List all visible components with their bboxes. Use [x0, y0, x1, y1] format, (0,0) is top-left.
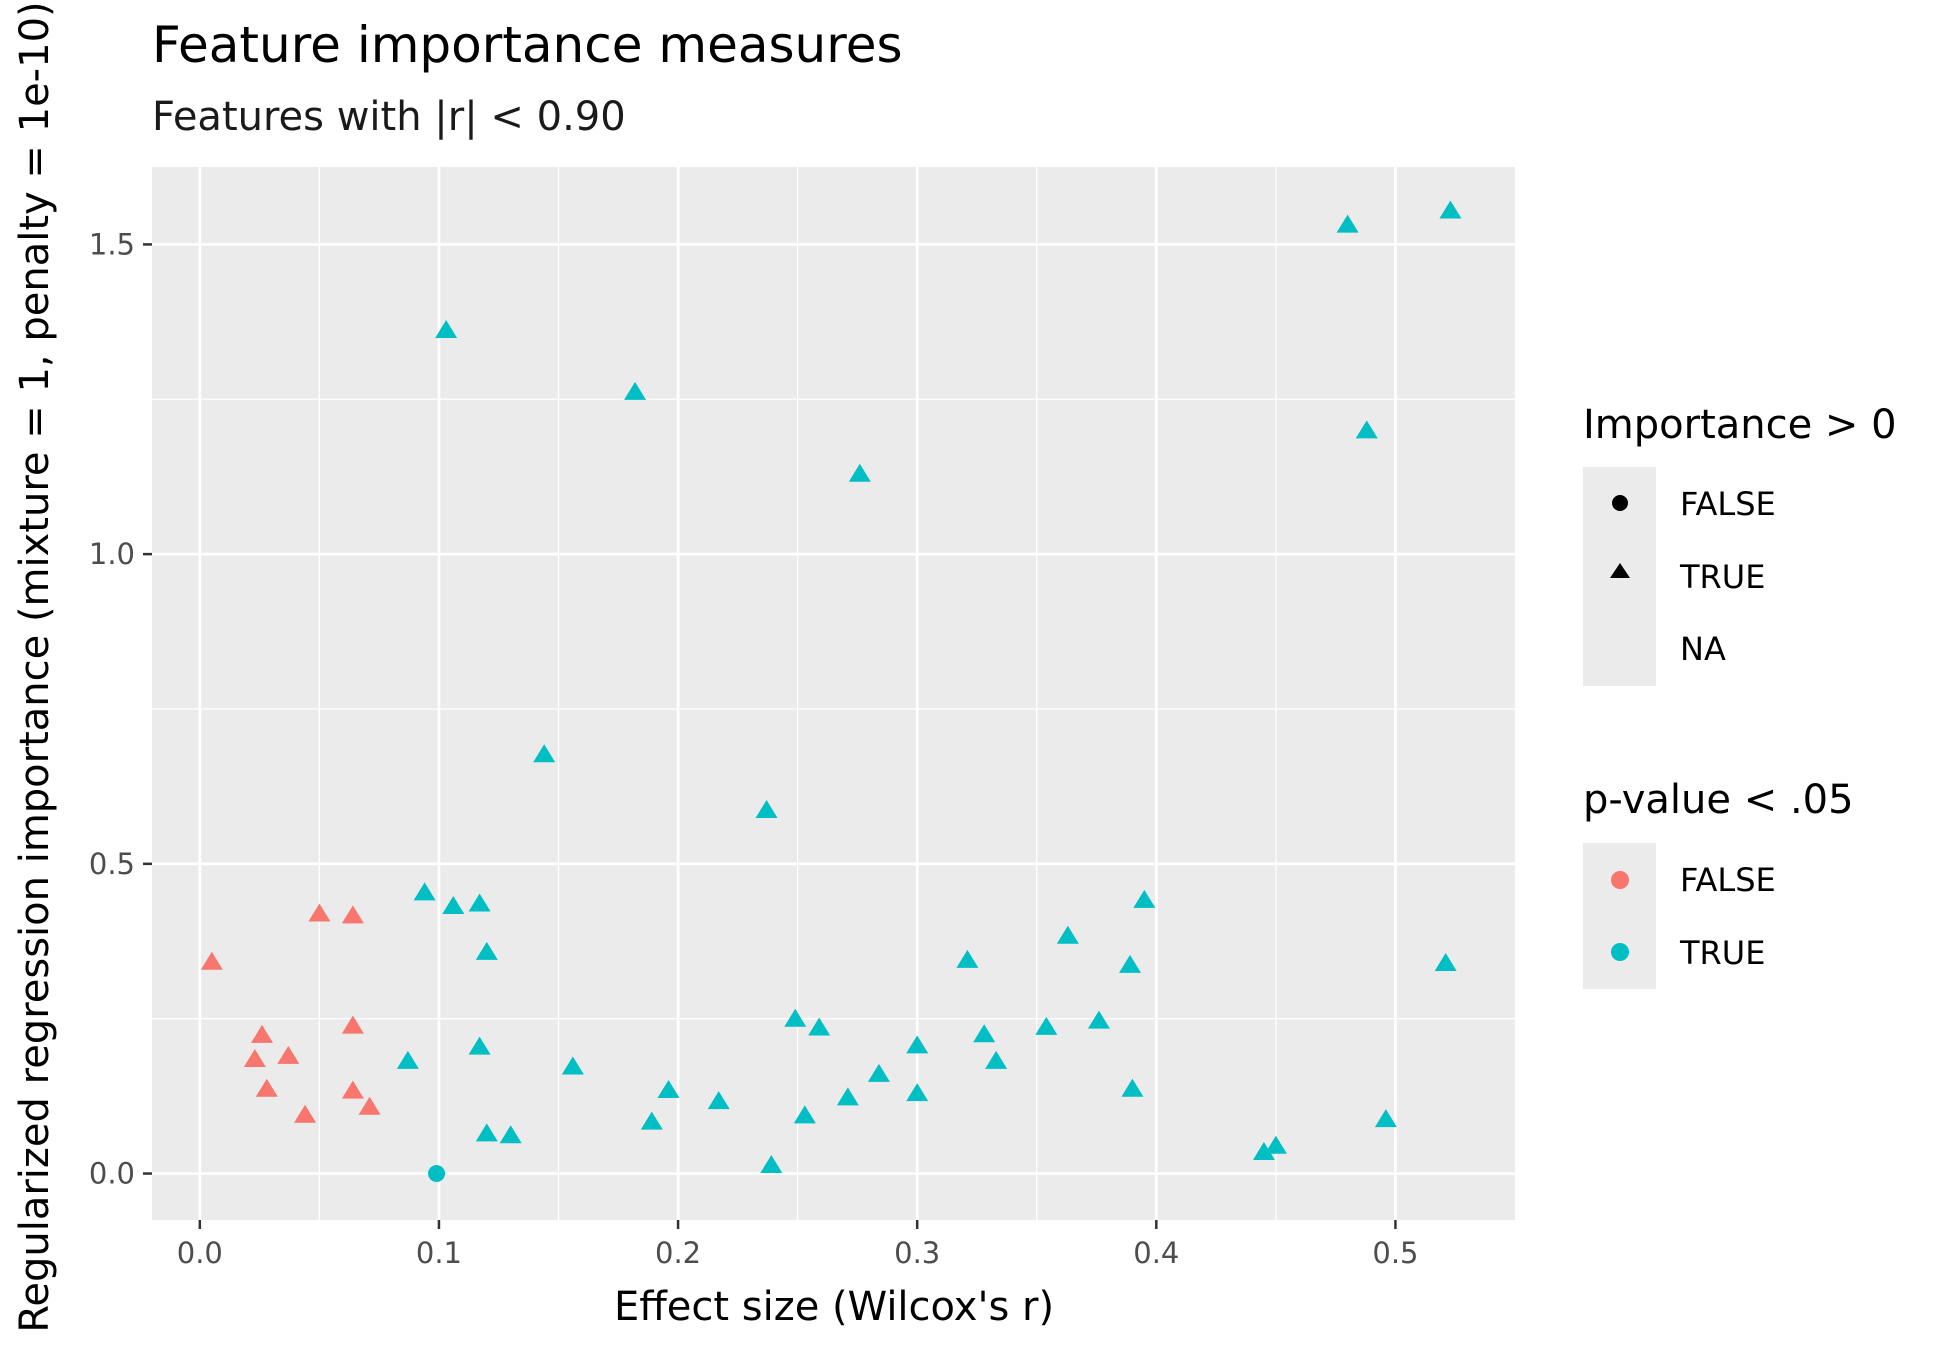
x-tick-label: 0.5 — [1372, 1236, 1418, 1270]
data-point-triangle — [985, 1050, 1008, 1069]
data-point-triangle — [475, 941, 498, 960]
legend-triangle-icon — [1610, 563, 1630, 578]
y-tick-label: 0.5 — [89, 847, 135, 881]
legend-importance-title: Importance > 0 — [1583, 402, 1897, 448]
data-point-triangle — [1035, 1016, 1058, 1035]
legend-pvalue: p-value < .05 FALSE TRUE — [1583, 777, 1854, 989]
data-point-triangle — [808, 1017, 831, 1036]
data-point-triangle — [396, 1050, 419, 1069]
plot-panel — [152, 167, 1515, 1220]
y-axis: 0.0 0.5 1.0 1.5 — [89, 227, 152, 1191]
legend-importance-false-label: FALSE — [1680, 485, 1776, 523]
data-point-triangle — [435, 319, 458, 338]
data-point-triangle — [561, 1056, 584, 1075]
data-point-triangle — [867, 1063, 890, 1082]
data-point-triangle — [243, 1049, 266, 1068]
x-tick-label: 0.2 — [655, 1236, 701, 1270]
x-tick-label: 0.1 — [416, 1236, 462, 1270]
data-point-triangle — [848, 463, 871, 482]
data-point-triangle — [1133, 889, 1156, 908]
data-point-triangle — [793, 1105, 816, 1124]
data-point-triangle — [1087, 1010, 1110, 1029]
data-point-triangle — [760, 1154, 783, 1173]
data-point-triangle — [294, 1104, 317, 1123]
data-point-triangle — [200, 951, 223, 970]
y-tick-label: 1.0 — [89, 537, 135, 571]
data-point-triangle — [1119, 954, 1142, 973]
panel-background — [152, 167, 1515, 1220]
grid-major — [152, 167, 1515, 1220]
data-point-triangle — [341, 905, 364, 924]
data-point-triangle — [1336, 214, 1359, 233]
legend-pvalue-keys-bg — [1583, 843, 1656, 989]
data-point-triangle — [640, 1111, 663, 1130]
data-point-triangle — [906, 1035, 929, 1054]
data-point-triangle — [533, 744, 556, 763]
legend-importance: Importance > 0 FALSE TRUE NA — [1583, 402, 1897, 686]
legend-false-color-dot — [1611, 871, 1629, 889]
legend-importance-true-label: TRUE — [1679, 558, 1765, 596]
data-point-triangle — [308, 903, 331, 922]
legend-importance-na-label: NA — [1680, 630, 1726, 668]
legend-true-color-dot — [1611, 943, 1629, 961]
data-point-triangle — [1434, 953, 1457, 972]
data-point-triangle — [255, 1078, 278, 1097]
data-point-triangle — [413, 882, 436, 901]
data-point-triangle — [277, 1045, 300, 1064]
x-tick-label: 0.4 — [1133, 1236, 1179, 1270]
data-point-circle — [428, 1165, 446, 1183]
data-point-triangle — [956, 949, 979, 968]
legend-circle-icon — [1612, 495, 1628, 511]
data-point-triangle — [624, 381, 647, 400]
data-point-triangle — [250, 1024, 273, 1043]
data-point-triangle — [499, 1125, 522, 1144]
data-point-triangle — [973, 1024, 996, 1043]
data-point-triangle — [468, 893, 491, 912]
data-point-triangle — [836, 1087, 859, 1106]
data-point-triangle — [1056, 925, 1079, 944]
data-points — [200, 200, 1462, 1183]
x-axis-title: Effect size (Wilcox's r) — [614, 1284, 1054, 1330]
y-tick-label: 1.5 — [89, 227, 135, 261]
data-point-triangle — [1439, 200, 1462, 219]
legend-pvalue-title: p-value < .05 — [1583, 777, 1854, 823]
data-point-triangle — [1355, 420, 1378, 439]
data-point-triangle — [1264, 1135, 1287, 1154]
data-point-triangle — [358, 1096, 381, 1115]
data-point-triangle — [755, 800, 778, 819]
data-point-triangle — [657, 1080, 680, 1099]
grid-minor — [152, 167, 1515, 1220]
x-axis: 0.0 0.1 0.2 0.3 0.4 0.5 — [177, 1220, 1419, 1270]
y-axis-title: Regularized regression importance (mixtu… — [12, 1, 58, 1332]
x-tick-label: 0.3 — [894, 1236, 940, 1270]
legend-pvalue-false-label: FALSE — [1680, 861, 1776, 899]
chart-title: Feature importance measures — [152, 16, 903, 74]
data-point-triangle — [906, 1083, 929, 1102]
data-point-triangle — [1252, 1141, 1275, 1160]
data-point-triangle — [341, 1080, 364, 1099]
chart-subtitle: Features with |r| < 0.90 — [152, 94, 626, 140]
data-point-triangle — [468, 1036, 491, 1055]
data-point-triangle — [1374, 1109, 1397, 1128]
x-tick-label: 0.0 — [177, 1236, 223, 1270]
y-tick-label: 0.0 — [89, 1157, 135, 1191]
data-point-triangle — [475, 1123, 498, 1142]
legend-pvalue-true-label: TRUE — [1679, 934, 1765, 972]
data-point-triangle — [442, 896, 465, 915]
data-point-triangle — [784, 1008, 807, 1027]
data-point-triangle — [341, 1015, 364, 1034]
data-point-triangle — [707, 1091, 730, 1110]
data-point-triangle — [1121, 1078, 1144, 1097]
